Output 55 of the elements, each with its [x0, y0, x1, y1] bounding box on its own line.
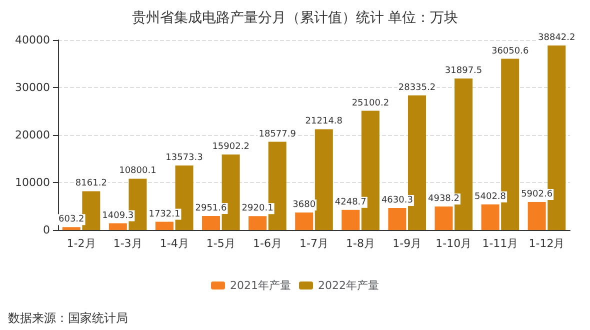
- data-label: 38842.2: [538, 33, 576, 43]
- x-tick-label: 1-2月: [66, 237, 96, 250]
- y-tick-label: 10000: [15, 176, 50, 189]
- x-tick-label: 1-8月: [346, 237, 376, 250]
- data-label: 28335.2: [398, 82, 436, 93]
- legend-label: 2021年产量: [230, 279, 292, 292]
- data-label: 1409.3: [102, 210, 134, 221]
- data-label: 15902.2: [212, 142, 250, 152]
- x-tick-label: 1-9月: [392, 237, 422, 250]
- data-label: 3680: [292, 200, 316, 210]
- chart-title: 贵州省集成电路产量分月（累计值）统计 单位：万块: [132, 10, 458, 26]
- legend-label: 2022年产量: [318, 279, 379, 292]
- data-label: 4248.7: [334, 197, 366, 208]
- bar: [295, 212, 314, 230]
- y-tick-label: 30000: [15, 81, 50, 94]
- source-note: 数据来源：国家统计局: [8, 311, 128, 325]
- x-tick-label: 1-5月: [206, 237, 236, 250]
- data-label: 4630.3: [381, 196, 413, 206]
- data-label: 603.2: [58, 214, 84, 225]
- x-tick-label: 1-3月: [113, 237, 142, 250]
- bar: [108, 223, 127, 230]
- x-tick-label: 1-11月: [482, 237, 518, 250]
- y-tick-label: 40000: [15, 34, 50, 46]
- x-tick-label: 1-4月: [160, 237, 189, 250]
- y-tick-label: 0: [43, 224, 50, 236]
- bar: [314, 129, 333, 230]
- bar: [62, 227, 80, 230]
- x-tick-label: 1-10月: [436, 237, 472, 250]
- data-label: 5402.8: [474, 192, 506, 202]
- x-tick-label: 1-12月: [528, 237, 565, 250]
- data-label: 5902.6: [521, 189, 553, 200]
- data-label: 4938.2: [428, 194, 460, 204]
- y-tick-label: 20000: [15, 128, 50, 142]
- data-label: 13573.3: [166, 153, 203, 164]
- data-label: 31897.5: [444, 66, 482, 76]
- bar: [248, 216, 267, 230]
- data-label: 36050.6: [491, 46, 529, 56]
- data-label: 2951.6: [195, 203, 228, 214]
- bar: [202, 216, 220, 230]
- data-label: 8161.2: [75, 178, 107, 189]
- bar: [82, 191, 100, 230]
- bar: [342, 210, 360, 230]
- bar: [434, 206, 453, 230]
- x-tick-label: 1-6月: [252, 237, 282, 250]
- data-label: 25100.2: [352, 98, 390, 108]
- data-label: 18577.9: [258, 129, 296, 140]
- data-label: 1732.1: [148, 209, 180, 220]
- bar: [155, 222, 174, 230]
- data-label: 10800.1: [119, 166, 156, 176]
- bar: [388, 208, 406, 230]
- bar: [481, 204, 500, 230]
- data-label: 2920.1: [242, 204, 274, 214]
- x-tick-label: 1-7月: [300, 237, 328, 250]
- bar: [528, 202, 546, 230]
- data-label: 21214.8: [305, 116, 343, 127]
